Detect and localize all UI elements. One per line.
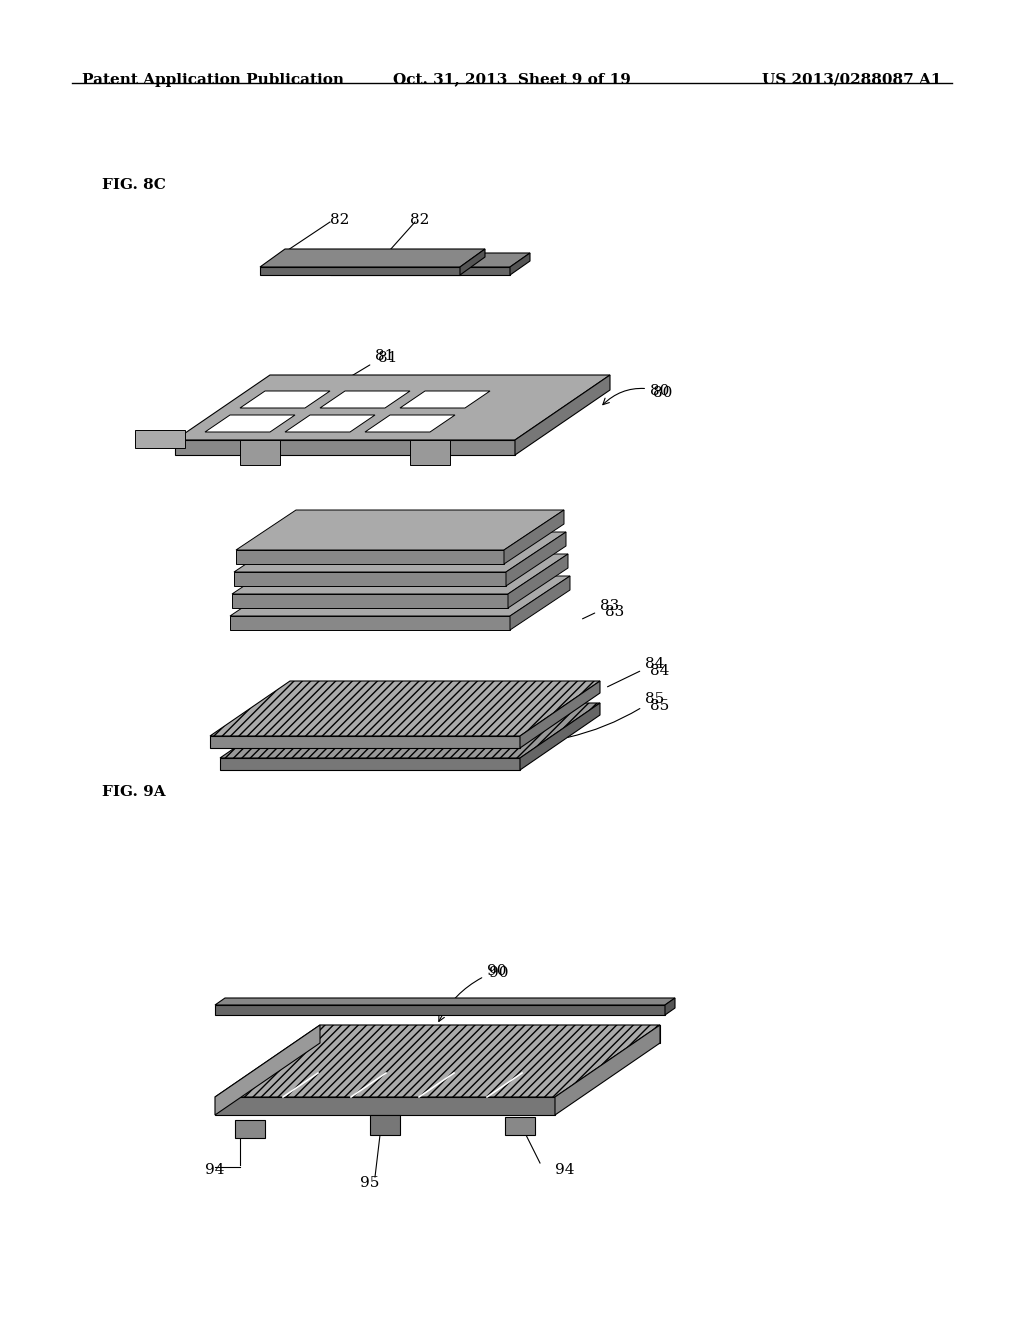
Text: 80: 80 [603,384,670,405]
Polygon shape [510,253,530,275]
Polygon shape [230,576,570,616]
Polygon shape [285,414,375,432]
Polygon shape [215,998,675,1005]
Polygon shape [319,391,410,408]
Polygon shape [520,681,600,748]
Text: 81: 81 [378,351,397,366]
Polygon shape [234,1119,265,1138]
Text: 81: 81 [297,348,394,409]
Text: 83: 83 [605,605,625,619]
Polygon shape [175,375,610,440]
Polygon shape [210,681,600,737]
Polygon shape [506,532,566,586]
Polygon shape [505,1117,535,1135]
Polygon shape [260,267,460,275]
Text: FIG. 8C: FIG. 8C [102,178,166,193]
Text: US 2013/0288087 A1: US 2013/0288087 A1 [763,73,942,87]
Polygon shape [135,430,185,447]
Polygon shape [175,440,515,455]
Polygon shape [215,1026,660,1097]
Polygon shape [232,594,508,609]
Text: 85: 85 [567,692,665,738]
Text: 95: 95 [360,1176,379,1191]
Polygon shape [330,267,510,275]
Polygon shape [508,554,568,609]
Text: 90: 90 [439,964,507,1022]
Polygon shape [240,391,330,408]
Text: 90: 90 [489,966,509,979]
Polygon shape [460,249,485,275]
Polygon shape [234,572,506,586]
Polygon shape [220,758,520,770]
Text: Patent Application Publication: Patent Application Publication [82,73,344,87]
Polygon shape [236,550,504,564]
Polygon shape [232,554,568,594]
Text: 84: 84 [650,664,670,678]
Polygon shape [520,704,600,770]
Polygon shape [240,440,280,465]
Polygon shape [215,1005,665,1015]
Polygon shape [230,616,510,630]
Polygon shape [504,510,564,564]
Polygon shape [210,737,520,748]
Text: 82: 82 [330,213,349,227]
Polygon shape [234,532,566,572]
Polygon shape [510,576,570,630]
Text: 94: 94 [555,1163,574,1177]
Text: 94: 94 [205,1163,224,1177]
Polygon shape [370,1115,400,1135]
Polygon shape [515,375,610,455]
Text: 84: 84 [607,657,665,686]
Polygon shape [365,414,455,432]
Polygon shape [555,1026,660,1115]
Text: 80: 80 [653,385,673,400]
Polygon shape [319,1026,660,1043]
Polygon shape [410,440,450,465]
Polygon shape [215,1097,555,1115]
Polygon shape [665,998,675,1015]
Polygon shape [260,249,485,267]
Text: 82: 82 [410,213,429,227]
Text: 85: 85 [650,700,670,713]
Text: FIG. 9A: FIG. 9A [102,785,166,800]
Polygon shape [236,510,564,550]
Text: 83: 83 [583,599,620,619]
Polygon shape [205,414,295,432]
Text: Oct. 31, 2013  Sheet 9 of 19: Oct. 31, 2013 Sheet 9 of 19 [393,73,631,87]
Polygon shape [400,391,490,408]
Polygon shape [330,253,530,267]
Polygon shape [215,1026,319,1115]
Polygon shape [220,704,600,758]
